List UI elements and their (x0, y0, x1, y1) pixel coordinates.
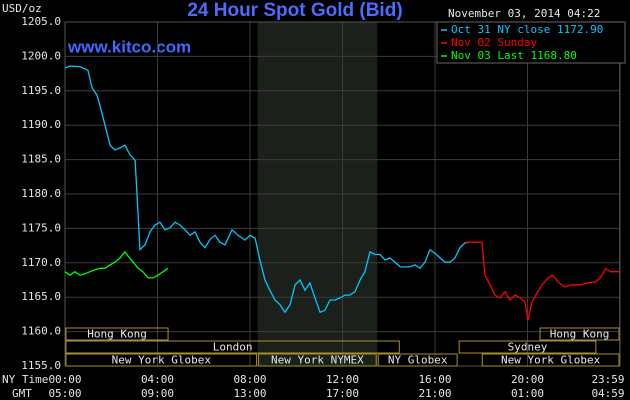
x-tick-label: 04:00 (141, 373, 174, 386)
y-tick-label: 1170.0 (21, 256, 61, 269)
y-tick-label: 1165.0 (21, 290, 61, 303)
session-label: London (213, 341, 253, 354)
x-row-label: NY Time (2, 373, 48, 386)
x-row-label: GMT (12, 387, 32, 400)
x-tick-label: 08:00 (233, 373, 266, 386)
session-label: Sydney (508, 341, 548, 354)
session-bar (65, 327, 169, 341)
y-tick-label: 1155.0 (21, 359, 61, 372)
session-bar (539, 327, 620, 341)
legend-label: Nov 03 Last 1168.80 (451, 49, 577, 62)
price-line (64, 250, 169, 279)
session-bar (481, 353, 620, 367)
price-line (465, 241, 620, 321)
source: www.kitco.com (67, 37, 191, 56)
y-unit: USD/oz (2, 2, 42, 15)
x-tick-label: 00:00 (48, 373, 81, 386)
session-bar (458, 340, 597, 354)
legend-box (436, 21, 626, 64)
x-tick-label: 12:00 (326, 373, 359, 386)
y-tick-label: 1160.0 (21, 325, 61, 338)
gmt-tick-label: 17:00 (326, 387, 359, 400)
session-bar (65, 340, 400, 354)
y-tick-label: 1205.0 (21, 15, 61, 28)
session-bar (65, 353, 258, 367)
session-label: Hong Kong (550, 328, 610, 341)
gmt-tick-label: 13:00 (233, 387, 266, 400)
session-label: Hong Kong (87, 328, 147, 341)
chart-title: 24 Hour Spot Gold (Bid) (187, 0, 402, 21)
session-label: New York Globex (501, 354, 601, 367)
x-tick-label: 23:59 (591, 373, 624, 386)
gmt-tick-label: 21:00 (418, 387, 451, 400)
price-line (64, 65, 470, 314)
session-label: New York Globex (112, 354, 212, 367)
session-label: New York NYMEX (271, 354, 364, 367)
session-label: NY Globex (388, 354, 448, 367)
y-tick-label: 1180.0 (21, 187, 61, 200)
gmt-tick-label: 09:00 (141, 387, 174, 400)
y-tick-label: 1200.0 (21, 49, 61, 62)
timestamp: November 03, 2014 04:22 (448, 7, 600, 20)
gmt-tick-label: 05:00 (48, 387, 81, 400)
session-bar (377, 353, 458, 367)
y-tick-label: 1190.0 (21, 118, 61, 131)
gmt-tick-label: 01:00 (511, 387, 544, 400)
session-bar (258, 353, 377, 367)
y-tick-label: 1195.0 (21, 84, 61, 97)
x-tick-label: 16:00 (418, 373, 451, 386)
legend-label: Oct 31 NY close 1172.90 (451, 23, 603, 36)
x-tick-label: 20:00 (511, 373, 544, 386)
legend-label: Nov 02 Sunday (451, 36, 537, 49)
gmt-tick-label: 04:59 (591, 387, 624, 400)
y-tick-label: 1175.0 (21, 221, 61, 234)
y-tick-label: 1185.0 (21, 153, 61, 166)
